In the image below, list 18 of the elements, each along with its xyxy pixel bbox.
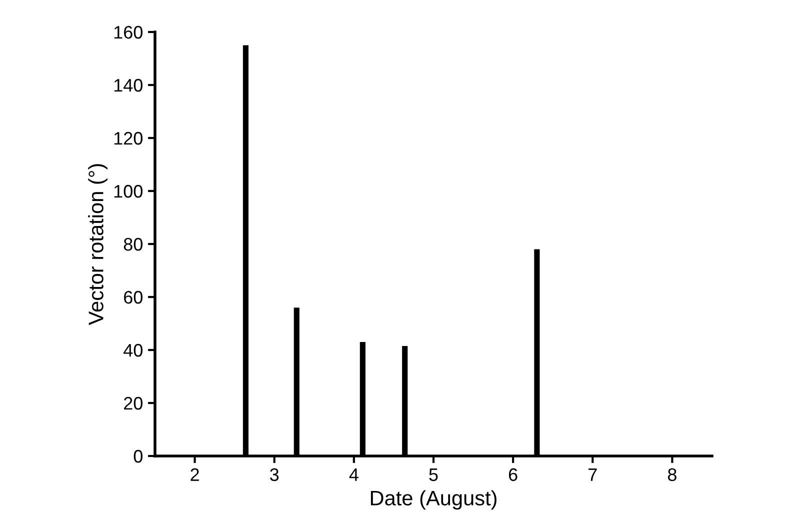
x-tick-label: 5 — [429, 468, 438, 482]
y-tick-label: 20 — [124, 396, 142, 410]
y-tick-label: 160 — [114, 26, 142, 39]
x-tick-label: 4 — [349, 468, 358, 481]
x-tick-label: 2 — [190, 468, 199, 481]
y-tick-label: 80 — [124, 238, 142, 251]
x-tick-label: 7 — [588, 468, 597, 481]
y-tick-label: 60 — [124, 290, 142, 304]
y-axis-title: Vector rotation (°) — [88, 164, 108, 326]
y-tick-label: 140 — [114, 78, 142, 92]
x-tick-label: 8 — [668, 468, 676, 482]
y-tick-label: 100 — [114, 184, 142, 198]
x-tick-label: 3 — [270, 468, 279, 482]
y-tick-label: 40 — [124, 344, 142, 357]
x-tick-label: 6 — [508, 468, 518, 482]
y-tick-label: 120 — [114, 132, 142, 145]
x-axis-title: Date (August) — [370, 490, 496, 510]
y-tick-label: 0 — [134, 450, 142, 463]
